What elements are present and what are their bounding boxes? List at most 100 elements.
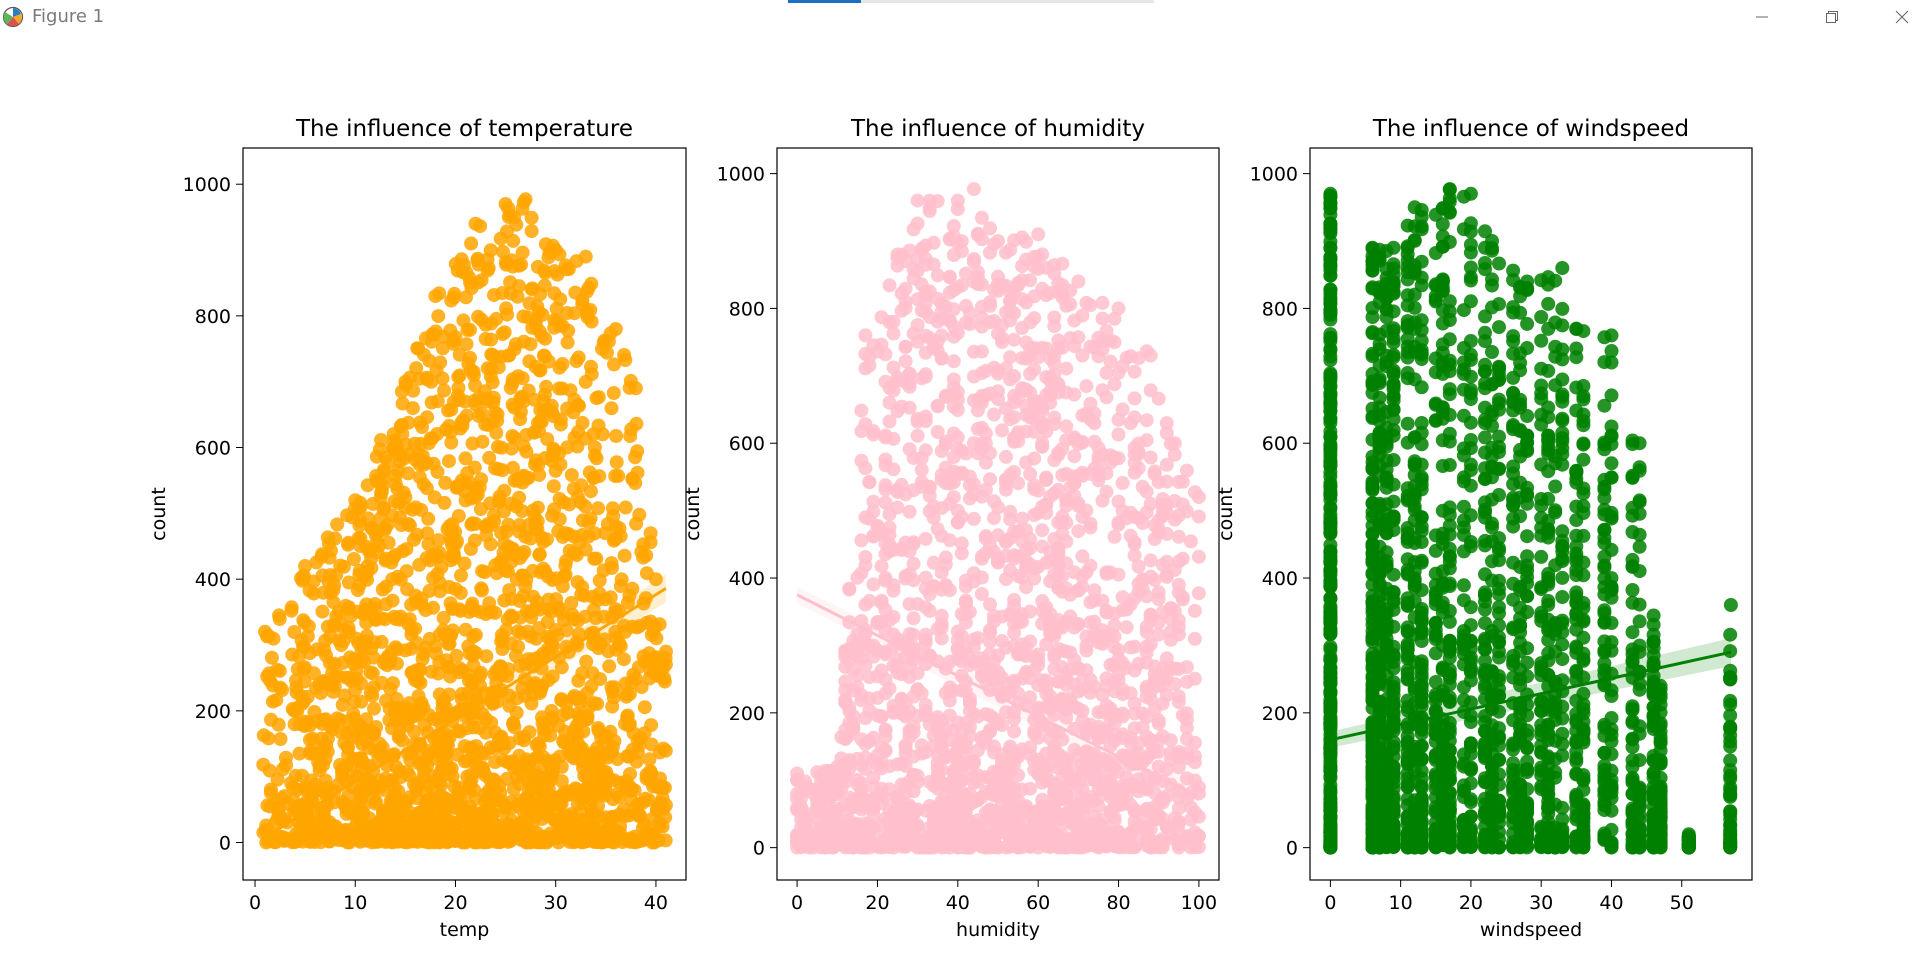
scatter-point (327, 795, 342, 810)
x-tick-label: 0 (791, 892, 803, 914)
scatter-point (958, 811, 973, 826)
scatter-point (475, 745, 490, 760)
scatter-point (1003, 302, 1018, 317)
scatter-point (459, 721, 474, 736)
scatter-points (256, 192, 673, 850)
scatter-point (970, 226, 985, 241)
scatter-point (886, 326, 901, 341)
scatter-point (1107, 618, 1122, 633)
scatter-point (555, 529, 570, 544)
scatter-point (1187, 631, 1202, 646)
scatter-point (334, 638, 349, 653)
scatter-point (1111, 427, 1126, 442)
scatter-point (906, 451, 921, 465)
scatter-point (471, 408, 486, 423)
scatter-point (649, 803, 664, 817)
scatter-point (987, 282, 1001, 297)
x-axis-label: temp (440, 919, 490, 941)
scatter-point (1075, 673, 1090, 688)
scatter-point (1039, 799, 1054, 814)
scatter-point (405, 401, 420, 416)
scatter-point (630, 733, 645, 748)
scatter-point (1095, 705, 1110, 720)
scatter-point (354, 676, 368, 691)
scatter-point (978, 840, 993, 855)
scatter-point (910, 818, 925, 833)
scatter-point (1135, 479, 1150, 494)
scatter-point (292, 746, 307, 761)
scatter-point (1079, 565, 1094, 580)
scatter-point (958, 715, 973, 730)
scatter-point (1051, 840, 1066, 855)
scatter-point (1067, 449, 1082, 464)
scatter-point (495, 244, 510, 259)
scatter-point (612, 790, 626, 804)
scatter-point (1079, 295, 1094, 310)
scatter-point (898, 294, 913, 309)
scatter-point (1059, 710, 1074, 725)
scatter-point (529, 738, 544, 752)
scatter-point (489, 311, 504, 326)
scatter-point (1007, 524, 1022, 539)
scatter-point (396, 485, 411, 500)
scatter-point (630, 444, 645, 459)
scatter-point (1147, 467, 1162, 482)
scatter-point (1111, 651, 1126, 666)
scatter-point (552, 381, 567, 396)
scatter-point (898, 804, 913, 819)
scatter-point (1015, 641, 1030, 656)
scatter-point (1506, 555, 1521, 570)
scatter-point (328, 825, 343, 840)
scatter-point (1147, 667, 1162, 682)
scatter-point (512, 748, 527, 763)
scatter-point (461, 816, 476, 831)
scatter-point (938, 476, 953, 490)
scatter-point (294, 633, 309, 648)
scatter-point (505, 801, 520, 816)
scatter-point (402, 518, 417, 533)
scatter-point (506, 716, 521, 731)
scatter-point (360, 478, 375, 493)
scatter-point (295, 696, 310, 711)
scatter-point (333, 758, 348, 772)
scatter-point (890, 485, 905, 499)
scatter-point (983, 814, 997, 829)
close-button[interactable] (1874, 0, 1918, 34)
title-bar[interactable]: Figure 1 (0, 0, 1918, 34)
scatter-point (599, 746, 614, 761)
scatter-point (1107, 450, 1122, 465)
scatter-point (516, 309, 531, 324)
scatter-point (890, 258, 905, 273)
scatter-point (347, 694, 362, 709)
scatter-point (1127, 802, 1142, 817)
minimize-button[interactable] (1734, 0, 1790, 34)
scatter-point (585, 589, 600, 604)
scatter-point (528, 751, 543, 766)
scatter-point (475, 434, 490, 449)
scatter-point (886, 462, 901, 477)
scatter-point (1055, 569, 1070, 584)
scatter-point (1027, 727, 1042, 742)
scatter-point (355, 737, 370, 752)
scatter-point (1039, 341, 1054, 356)
scatter-point (970, 792, 985, 807)
scatter-point (830, 787, 845, 802)
scatter-point (478, 519, 493, 534)
scatter-point (505, 429, 520, 443)
scatter-point (392, 729, 407, 743)
scatter-point (1039, 473, 1054, 487)
axes-frame (242, 147, 687, 881)
scatter-point (874, 559, 889, 574)
scatter-point (582, 465, 597, 480)
restore-button[interactable] (1804, 0, 1860, 34)
scatter-point (858, 761, 873, 776)
scatter-point (1107, 529, 1122, 544)
scatter-point (850, 570, 865, 585)
scatter-point (1107, 813, 1122, 828)
scatter-point (537, 728, 552, 743)
scatter-point (639, 771, 654, 786)
scatter-point (862, 358, 877, 373)
scatter-point (523, 531, 538, 546)
scatter-point (348, 493, 363, 508)
scatter-point (934, 727, 949, 742)
